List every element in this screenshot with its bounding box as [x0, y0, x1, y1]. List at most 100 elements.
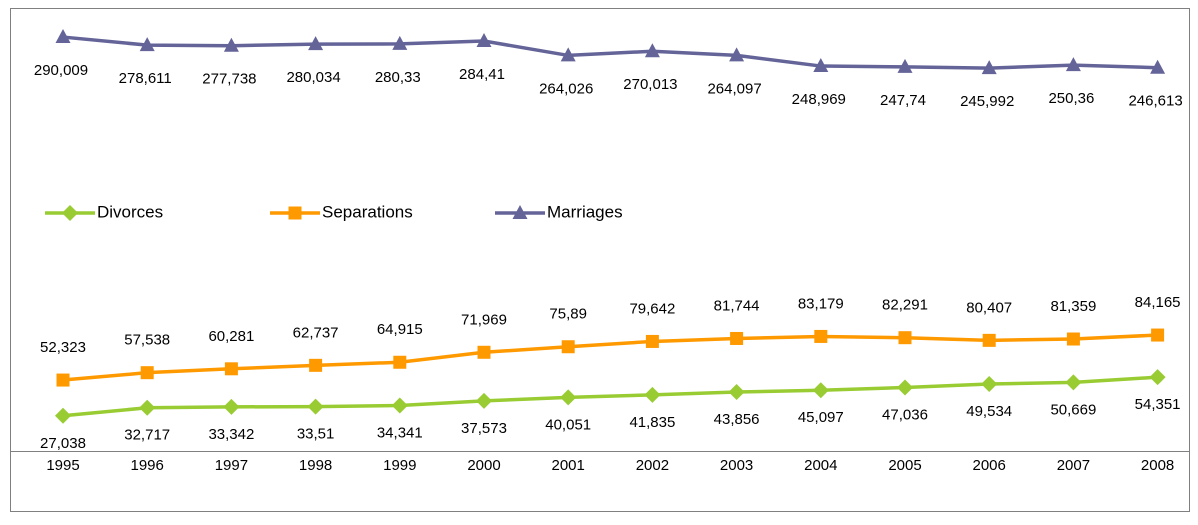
- x-tick-label: 2003: [720, 457, 753, 474]
- data-label: 82,291: [882, 297, 928, 314]
- x-tick-label: 1997: [215, 457, 248, 474]
- data-label: 290,009: [34, 62, 88, 79]
- marker: [307, 398, 324, 415]
- marker: [288, 206, 302, 220]
- x-tick-label: 2007: [1057, 457, 1090, 474]
- data-label: 248,969: [792, 91, 846, 108]
- x-tick-label: 1995: [46, 457, 79, 474]
- marker: [139, 37, 155, 52]
- x-tick-label: 2001: [552, 457, 585, 474]
- legend-label: Marriages: [547, 202, 623, 221]
- data-label: 83,179: [798, 295, 844, 312]
- marker: [560, 389, 577, 406]
- data-label: 80,407: [966, 299, 1012, 316]
- marker: [1066, 332, 1080, 346]
- marker: [560, 47, 576, 62]
- data-label: 250,36: [1048, 90, 1094, 107]
- marker: [812, 382, 829, 399]
- data-label: 264,097: [707, 80, 761, 97]
- marker: [393, 355, 407, 369]
- data-label: 280,034: [286, 69, 340, 86]
- data-label: 71,969: [461, 311, 507, 328]
- marker: [1065, 57, 1081, 72]
- data-label: 33,342: [208, 426, 254, 443]
- data-label: 245,992: [960, 93, 1014, 110]
- data-label: 37,573: [461, 420, 507, 437]
- marker: [55, 29, 71, 44]
- marker: [730, 331, 744, 345]
- marker: [897, 58, 913, 73]
- marker: [223, 37, 239, 52]
- data-label: 81,744: [714, 297, 760, 314]
- data-label: 280,33: [375, 69, 421, 86]
- legend: Divorces Separations Marriages: [45, 202, 623, 221]
- series-line: [62, 35, 1158, 70]
- marker: [1150, 59, 1166, 74]
- data-label: 47,036: [882, 406, 928, 423]
- marker: [224, 362, 238, 376]
- marker: [981, 375, 998, 392]
- marker: [140, 366, 154, 380]
- marker: [729, 47, 745, 62]
- marker: [477, 345, 491, 359]
- marker: [476, 33, 492, 48]
- legend-label: Separations: [322, 202, 413, 221]
- data-label: 247,74: [880, 92, 926, 109]
- marker: [1149, 369, 1166, 386]
- data-label: 34,341: [377, 424, 423, 441]
- data-label: 278,611: [119, 70, 172, 87]
- marker: [391, 397, 408, 414]
- x-tick-label: 1998: [299, 457, 332, 474]
- series-line: [62, 333, 1158, 382]
- marker: [644, 43, 660, 58]
- data-label: 60,281: [208, 328, 254, 345]
- marker: [308, 36, 324, 51]
- marker: [561, 340, 575, 354]
- data-label: 277,738: [202, 71, 256, 88]
- data-label: 246,613: [1128, 93, 1182, 110]
- x-tick-label: 2005: [888, 457, 921, 474]
- data-label: 49,534: [966, 403, 1012, 420]
- data-label: 41,835: [629, 414, 675, 431]
- marker: [981, 60, 997, 75]
- x-tick-label: 2000: [467, 457, 500, 474]
- x-tick-label: 2002: [636, 457, 669, 474]
- data-label: 62,737: [293, 324, 339, 341]
- data-label: 40,051: [545, 416, 591, 433]
- data-label: 50,669: [1050, 401, 1096, 418]
- marker: [728, 384, 745, 401]
- data-label: 270,013: [623, 76, 677, 93]
- data-label: 33,51: [297, 426, 335, 443]
- marker: [512, 205, 528, 219]
- marker: [645, 334, 659, 348]
- data-label: 54,351: [1135, 396, 1181, 413]
- marker: [56, 373, 70, 387]
- data-label: 43,856: [714, 411, 760, 428]
- marker: [1065, 374, 1082, 391]
- data-label: 84,165: [1135, 294, 1181, 311]
- x-tick-label: 2006: [973, 457, 1006, 474]
- marker: [897, 379, 913, 396]
- marker: [476, 392, 492, 409]
- marker: [309, 358, 323, 372]
- marker: [392, 35, 408, 50]
- marker: [982, 333, 996, 347]
- x-tick-label: 2008: [1141, 457, 1174, 474]
- chart-frame: [10, 8, 1190, 512]
- marker: [898, 331, 912, 345]
- data-label: 64,915: [377, 321, 423, 338]
- legend-label: Divorces: [97, 202, 163, 221]
- data-label: 264,026: [539, 80, 593, 97]
- x-tick-label: 1999: [383, 457, 416, 474]
- marker: [139, 399, 156, 416]
- marker: [1151, 328, 1165, 342]
- x-tick-label: 2004: [804, 457, 837, 474]
- data-label: 79,642: [629, 300, 675, 317]
- data-label: 45,097: [798, 409, 844, 426]
- data-label: 57,538: [124, 332, 170, 349]
- data-label: 32,717: [124, 427, 170, 444]
- marker: [814, 329, 828, 343]
- data-label: 284,41: [459, 66, 505, 83]
